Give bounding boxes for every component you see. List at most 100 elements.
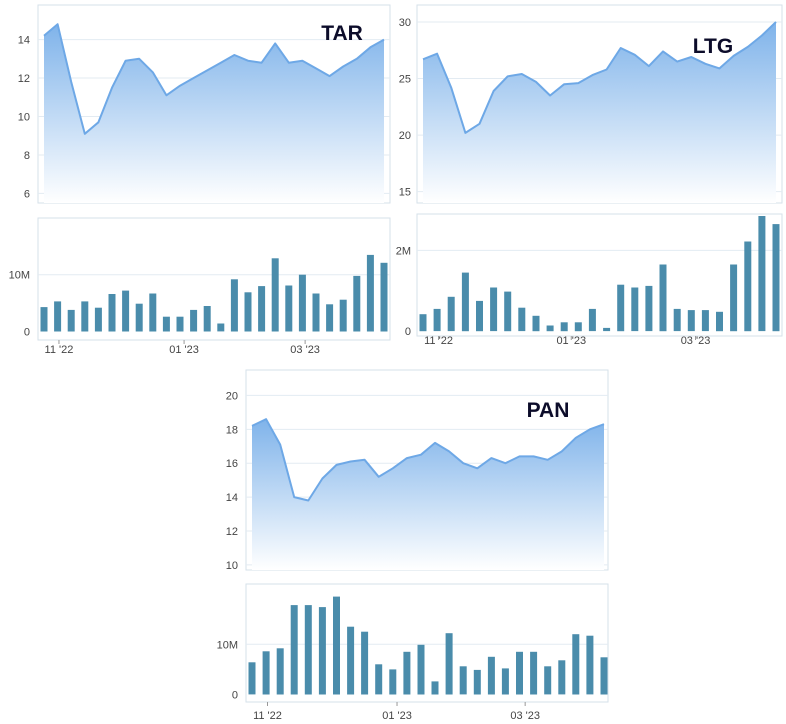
pan-volume-bar	[417, 644, 425, 695]
ltg-volume-bar	[617, 284, 625, 332]
pan-ticker-label: PAN	[527, 399, 570, 422]
ltg-volume-bar	[433, 308, 441, 332]
tar-volume-bar	[339, 299, 347, 332]
tar-volume-bar	[135, 303, 143, 332]
tar-volume-bar	[176, 316, 184, 332]
ltg-chart: 30 25 20 15 2M 0 11 '22 01 '23 03 '23 LTG	[396, 4, 783, 347]
pan-volume-bar	[290, 605, 298, 695]
pan-price-tick-label: 18	[226, 424, 238, 436]
tar-price-tick-label: 12	[18, 73, 30, 85]
pan-volume-bar	[558, 660, 566, 695]
pan-volume-bar	[361, 631, 369, 695]
ltg-volume-bar	[518, 307, 526, 332]
tar-volume-bar	[380, 262, 388, 332]
ltg-volume-bar	[701, 310, 709, 332]
tar-volume-bar	[54, 301, 62, 332]
ltg-volume-bar	[532, 315, 540, 332]
ltg-price-area	[423, 22, 776, 203]
ltg-price-tick-label: 15	[399, 187, 411, 199]
pan-volume-bar	[389, 669, 397, 695]
pan-price-tick-label: 20	[226, 390, 238, 402]
pan-volume-bar	[248, 662, 256, 695]
tar-volume-tick-label: 10M	[9, 270, 30, 282]
pan-chart: 20 18 16 14 12 10 10M 0 11 '22 01 '23 03 '23 PAN	[217, 369, 609, 722]
tar-x-tick-label: 01 '23	[169, 344, 199, 356]
ltg-volume-bar	[461, 272, 469, 332]
pan-volume-bar	[572, 634, 580, 695]
tar-volume-bar	[40, 307, 48, 332]
tar-volume-bar	[326, 304, 334, 332]
tar-price-tick-label: 10	[18, 111, 30, 123]
ltg-volume-bar	[730, 264, 738, 332]
ltg-volume-bar	[687, 310, 695, 332]
pan-volume-bar	[262, 651, 270, 695]
ltg-volume-bar	[546, 325, 554, 332]
ltg-volume-bar	[716, 311, 723, 332]
pan-volume-bar	[375, 664, 383, 695]
tar-volume-bar	[258, 286, 266, 332]
pan-volume-bar	[431, 681, 439, 695]
pan-volume-bar	[600, 657, 608, 695]
pan-price-area	[252, 419, 604, 570]
pan-volume-bar	[516, 651, 523, 695]
tar-price-area	[44, 24, 384, 204]
pan-volume-bar	[501, 668, 509, 695]
ltg-volume-bar	[659, 264, 667, 332]
pan-price-tick-label: 16	[226, 458, 238, 470]
tar-volume-bar	[298, 274, 306, 332]
tar-price-tick-label: 6	[24, 188, 30, 200]
ltg-x-tick-label: 11 '22	[424, 335, 453, 347]
pan-volume-bar	[544, 666, 552, 695]
tar-volume-bar	[230, 279, 238, 332]
tar-volume-bar	[190, 309, 198, 332]
ltg-volume-tick-label: 2M	[396, 245, 411, 257]
pan-volume-bar	[459, 666, 467, 695]
tar-price-line	[43, 23, 385, 135]
tar-volume-frame	[37, 217, 391, 341]
tar-volume-bar	[271, 258, 279, 332]
ltg-volume-bar	[476, 300, 483, 332]
tar-volume-bar	[217, 323, 225, 332]
ltg-volume-tick-label: 0	[405, 326, 411, 338]
ltg-volume-bar	[490, 287, 498, 332]
ltg-price-tick-label: 20	[399, 130, 411, 142]
tar-volume-bar	[122, 290, 130, 332]
tar-volume-bar	[203, 306, 211, 332]
pan-volume-bar	[347, 626, 355, 695]
ltg-volume-bar	[603, 327, 611, 332]
tar-volume-bar	[285, 285, 293, 332]
ltg-panel: 30 25 20 15 2M 0 11 '22 01 '23 03 '23 LTG	[393, 0, 786, 362]
pan-volume-tick-label: 0	[232, 689, 238, 701]
tar-volume-bar	[366, 254, 374, 332]
pan-volume-bar	[333, 596, 340, 695]
pan-volume-bar	[304, 605, 312, 695]
ltg-ticker-label: LTG	[693, 35, 733, 58]
pan-volume-bar	[487, 656, 495, 695]
tar-volume-bar	[108, 294, 116, 332]
pan-price-tick-label: 10	[226, 560, 238, 572]
ltg-volume-bar	[744, 241, 752, 332]
pan-price-tick-label: 14	[226, 492, 238, 504]
tar-x-tick-label: 11 '22	[45, 344, 74, 356]
tar-volume-bar	[149, 293, 157, 332]
tar-volume-bar	[67, 309, 75, 332]
pan-volume-bar	[473, 669, 481, 695]
tar-volume-bar	[94, 307, 102, 332]
pan-volume-bar	[586, 635, 594, 695]
pan-volume-tick-label: 10M	[217, 639, 238, 651]
pan-volume-bar	[318, 607, 326, 695]
ltg-volume-bar	[631, 287, 639, 332]
ltg-volume-bar	[772, 224, 780, 332]
tar-panel: 14 12 10 8 6 10M 0 11 '22 01 '23 03 '23 TAR	[0, 0, 393, 362]
tar-volume-bar	[162, 316, 170, 332]
ltg-volume-bar	[645, 285, 653, 332]
ltg-volume-bar	[447, 296, 455, 332]
ltg-volume-bar	[673, 308, 681, 332]
ltg-price-tick-label: 30	[399, 17, 411, 29]
pan-price-line	[251, 418, 605, 502]
pan-x-tick-label: 01 '23	[382, 710, 412, 722]
pan-volume-bar	[530, 651, 538, 695]
pan-x-tick-label: 03 '23	[510, 710, 540, 722]
ltg-volume-bar	[560, 322, 568, 332]
ltg-volume-bar	[419, 314, 427, 332]
